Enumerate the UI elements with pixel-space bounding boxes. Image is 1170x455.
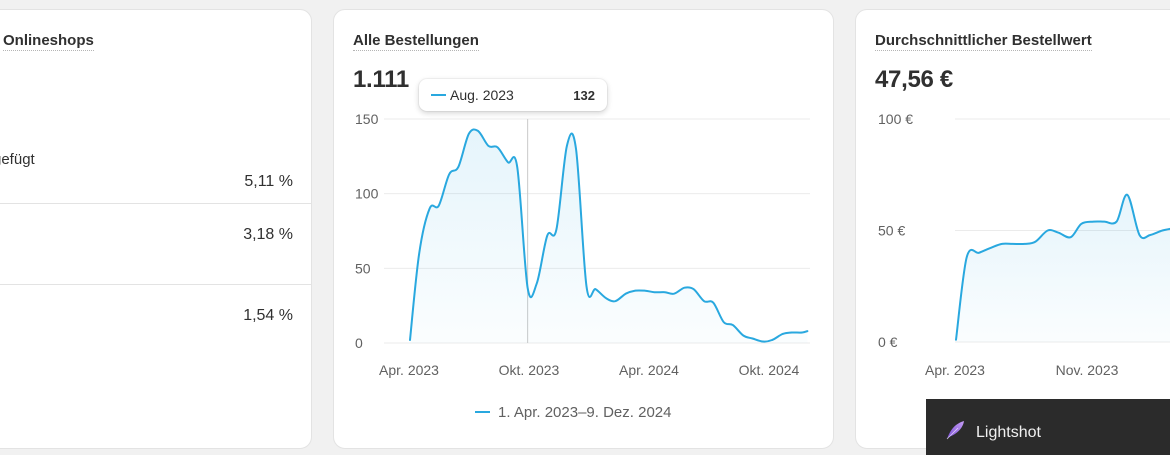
y-tick-label: 100	[355, 186, 379, 202]
y-tick-label: 50	[355, 260, 371, 276]
list-item: gefügt 5,11 %	[0, 123, 311, 204]
tooltip-swatch	[431, 94, 446, 96]
series-area	[410, 129, 808, 343]
avg-order-value-title[interactable]: Durchschnittlicher Bestellwert	[875, 32, 1092, 51]
chart-legend[interactable]: 1. Apr. 2023–9. Dez. 2024	[475, 404, 671, 421]
row-value: 1,54 %	[243, 307, 293, 324]
row-label: gefügt	[0, 151, 35, 168]
online-stores-title[interactable]: Onlineshops	[3, 32, 94, 51]
y-tick-label: 100 €	[878, 111, 913, 127]
y-tick-label: 0 €	[878, 334, 898, 350]
avg-order-value-value: 47,56 €	[875, 66, 953, 93]
series-line[interactable]	[955, 193, 1170, 341]
x-tick-label: Apr. 2024	[619, 362, 679, 378]
legend-swatch	[475, 411, 490, 414]
chart-tooltip: Aug. 2023 132	[419, 79, 607, 111]
lightshot-label: Lightshot	[976, 424, 1041, 441]
legend-label: 1. Apr. 2023–9. Dez. 2024	[498, 404, 672, 421]
list-item: 3,18 %	[0, 204, 311, 285]
x-tick-label: Apr. 2023	[925, 362, 985, 378]
tooltip-value: 132	[573, 88, 595, 103]
all-orders-chart[interactable]: 150 100 50 0 Apr. 2023 Okt. 2023 Apr. 2024 Okt.…	[355, 111, 810, 378]
online-stores-card: Onlineshops gefügt 5,11 % 3,18 % 1,54 %	[0, 9, 312, 449]
y-tick-label: 150	[355, 111, 379, 127]
x-tick-label: Apr. 2023	[379, 362, 439, 378]
lightshot-overlay[interactable]: Lightshot	[926, 399, 1170, 455]
tooltip-label: Aug. 2023	[450, 87, 514, 103]
y-tick-label: 50 €	[878, 223, 905, 239]
list-item: 1,54 %	[0, 285, 311, 366]
x-tick-label: Okt. 2023	[499, 362, 560, 378]
row-value: 3,18 %	[243, 226, 293, 243]
all-orders-title[interactable]: Alle Bestellungen	[353, 32, 479, 51]
avg-order-value-chart[interactable]: 100 € 50 € 0 € Apr. 2023 Nov. 2023	[878, 111, 1170, 378]
row-value: 5,11 %	[244, 173, 293, 190]
feather-icon	[946, 421, 964, 440]
y-tick-label: 0	[355, 335, 363, 351]
x-tick-label: Nov. 2023	[1056, 362, 1119, 378]
series-area	[956, 194, 1170, 342]
all-orders-value: 1.111	[353, 66, 409, 93]
x-tick-label: Okt. 2024	[739, 362, 800, 378]
series-line[interactable]	[409, 128, 809, 343]
